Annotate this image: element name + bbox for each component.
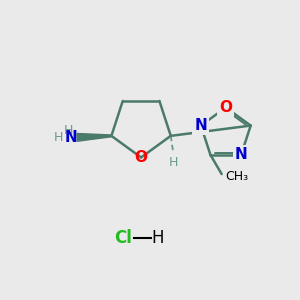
Text: N: N <box>194 118 207 133</box>
Text: H: H <box>64 124 73 137</box>
Text: Cl: Cl <box>114 229 132 247</box>
Text: O: O <box>135 150 148 165</box>
Text: N: N <box>235 147 247 162</box>
Polygon shape <box>77 134 111 141</box>
Text: CH₃: CH₃ <box>225 170 248 183</box>
Text: O: O <box>219 100 232 115</box>
Text: H: H <box>54 131 64 144</box>
Text: H: H <box>151 229 164 247</box>
Text: N: N <box>64 130 77 145</box>
Text: H: H <box>169 156 178 169</box>
